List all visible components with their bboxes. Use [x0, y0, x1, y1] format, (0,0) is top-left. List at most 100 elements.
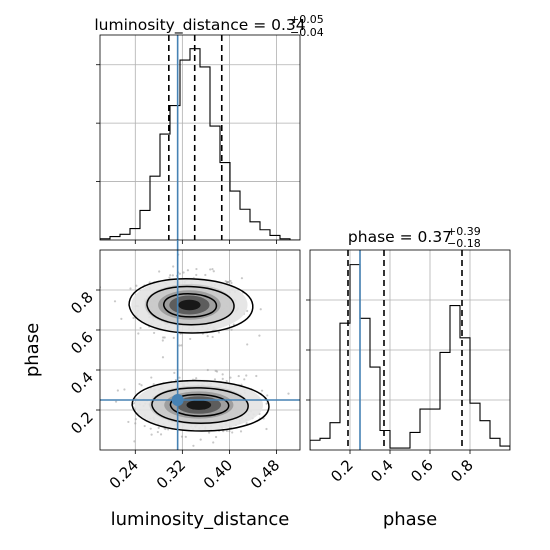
bl-sample-point — [178, 344, 181, 347]
br-bin-14 — [450, 306, 460, 450]
bl-sample-point — [232, 323, 235, 326]
bl-sample-point — [209, 268, 212, 271]
bl-contour-1-0 — [131, 379, 270, 432]
br-bin-17 — [480, 421, 490, 450]
bl-sample-point — [171, 274, 174, 277]
bl-sample-point — [245, 374, 248, 377]
bl-sample-point — [157, 426, 160, 429]
bl-sample-point — [228, 429, 231, 433]
bl-sample-point — [206, 334, 209, 338]
bl-sample-point — [137, 332, 140, 335]
bl-sample-point — [152, 383, 155, 386]
bl-sample-point — [127, 420, 130, 424]
tl-bin-1 — [110, 237, 120, 240]
bl-sample-point — [158, 270, 161, 273]
bl-sample-point — [231, 431, 234, 434]
bl-sample-point — [172, 336, 175, 339]
tl-title-sub: −0.04 — [290, 26, 324, 39]
br-gridlines — [310, 250, 510, 450]
bl-contour-1-1 — [151, 387, 249, 425]
bl-x-tick-labels: 0.24 0.32 0.40 0.48 — [106, 456, 284, 492]
bl-sample-point — [178, 272, 181, 275]
bl-sample-point — [265, 402, 268, 405]
bl-sample-point — [116, 389, 119, 392]
bl-sample-point — [199, 438, 202, 441]
bl-sample-point — [287, 392, 290, 395]
bl-sample-point — [180, 435, 184, 438]
br-quantile-lines — [347, 250, 463, 450]
bl-sample-point — [163, 336, 166, 339]
bl-sample-point — [178, 376, 181, 379]
br-histogram — [310, 264, 510, 450]
bl-sample-point — [172, 265, 175, 268]
bl-sample-point — [195, 267, 198, 271]
tl-bin-15 — [250, 222, 260, 240]
bl-sample-point — [143, 424, 146, 428]
br-bin-6 — [370, 367, 380, 450]
br-xtick-label-0: 0.2 — [327, 456, 357, 486]
bl-y-tick-labels: 0.2 0.4 0.6 0.8 — [67, 288, 97, 438]
br-xtick-label-1: 0.4 — [367, 456, 397, 486]
br-bin-13 — [440, 352, 450, 450]
bl-ytick-label-0: 0.2 — [67, 408, 97, 438]
tl-quantile-lines — [168, 35, 223, 240]
bl-ytick-label-2: 0.6 — [67, 328, 97, 358]
tl-bin-11 — [210, 126, 220, 240]
bl-sample-point — [260, 389, 264, 392]
tl-histogram — [100, 48, 300, 240]
bl-density-level-0-4 — [178, 299, 201, 311]
panel-luminosity-distance-hist: luminosity_distance = 0.34 +0.05 −0.04 — [94, 13, 324, 244]
panel-phase-hist: 0.2 0.4 0.6 0.8 phase = 0.37 +0.39 −0.18 ph… — [306, 225, 511, 530]
br-bin-10 — [410, 432, 420, 450]
bl-sample-point — [134, 418, 137, 421]
br-title-sub: −0.18 — [447, 237, 481, 250]
bl-sample-point — [229, 279, 232, 283]
br-step-outline — [310, 264, 510, 450]
bl-sample-point — [173, 371, 176, 374]
bl-sample-point — [150, 433, 153, 436]
bl-sample-point — [237, 374, 240, 378]
bl-sample-point — [135, 284, 138, 287]
bl-sample-point — [225, 380, 228, 383]
bl-xtick-label-2: 0.40 — [200, 456, 236, 492]
bl-sample-point — [113, 300, 117, 303]
tl-step-outline — [100, 48, 300, 240]
bl-sample-point — [246, 309, 249, 313]
tl-bin-10 — [200, 67, 210, 240]
bl-sample-point — [217, 331, 221, 334]
bl-sample-point — [167, 428, 170, 431]
bl-sample-point — [213, 378, 217, 381]
bl-sample-point — [138, 382, 141, 386]
br-bin-1 — [320, 438, 330, 450]
bl-truth-lines — [100, 240, 300, 450]
bl-sample-point — [184, 435, 187, 438]
bl-sample-point — [195, 273, 198, 277]
bl-sample-point — [189, 337, 192, 341]
panel-2d-density: 0.24 0.32 0.40 0.48 0.2 0.4 0.6 0.8 luminosity… — [22, 240, 301, 530]
bl-ytick-label-3: 0.8 — [67, 288, 97, 318]
bl-sample-point — [207, 431, 211, 434]
bl-sample-point — [123, 388, 126, 391]
bl-sample-point — [161, 339, 164, 342]
x-axis-label-luminosity-distance: luminosity_distance — [111, 509, 290, 530]
tl-gridlines — [100, 35, 300, 240]
bl-sample-point — [240, 277, 244, 280]
br-bin-2 — [330, 423, 340, 450]
bl-sample-point — [114, 400, 118, 403]
tl-title-sup: +0.05 — [290, 13, 324, 26]
bl-xtick-label-3: 0.48 — [247, 456, 283, 492]
bl-ticks — [96, 289, 277, 454]
tl-bin-2 — [120, 234, 130, 240]
bl-sample-point — [204, 273, 207, 277]
bl-sample-point — [152, 331, 156, 335]
br-bin-0 — [310, 440, 320, 450]
tl-bin-8 — [180, 60, 190, 240]
bl-sample-point — [132, 316, 135, 320]
br-xtick-label-3: 0.8 — [447, 456, 477, 486]
br-ticks — [306, 299, 471, 454]
bl-sample-point — [159, 433, 163, 436]
bl-truth-marker — [171, 394, 184, 406]
bl-sample-point — [211, 335, 214, 339]
br-title: phase = 0.37 — [348, 228, 452, 246]
